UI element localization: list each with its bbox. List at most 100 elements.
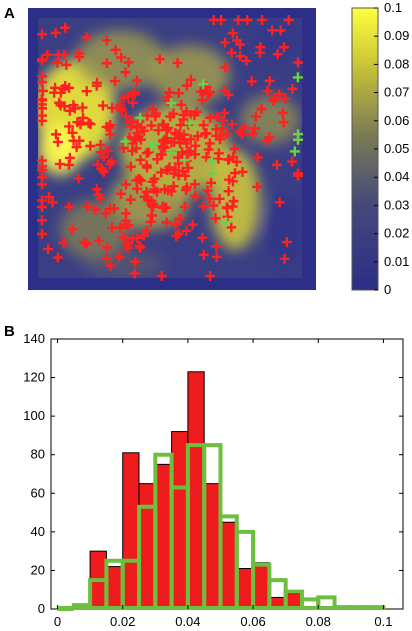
red-marker (206, 177, 217, 188)
red-marker (162, 123, 173, 134)
red-marker (142, 110, 153, 121)
red-marker (94, 235, 105, 246)
red-marker (278, 42, 289, 53)
red-marker (85, 140, 96, 151)
red-marker (283, 15, 294, 25)
red-marker (252, 181, 263, 192)
red-marker (264, 75, 275, 86)
red-marker (213, 148, 224, 159)
red-marker (141, 162, 152, 173)
red-marker (274, 197, 285, 208)
red-marker (37, 85, 48, 96)
red-marker (271, 159, 282, 170)
red-marker (143, 146, 154, 157)
colorbar-gradient (351, 7, 379, 291)
green-marker (221, 217, 232, 228)
red-marker (172, 57, 183, 68)
red-marker (118, 232, 129, 243)
red-marker (249, 123, 260, 134)
red-marker (200, 85, 211, 96)
red-marker (161, 217, 172, 228)
y-tick-label: 40 (31, 524, 45, 539)
histogram-bar (138, 483, 156, 610)
red-marker (73, 173, 84, 184)
panel-a-label: A (4, 5, 15, 22)
red-marker (131, 175, 142, 186)
red-marker (262, 86, 273, 97)
red-marker (105, 260, 116, 271)
red-marker (156, 271, 167, 281)
red-marker (82, 238, 93, 249)
red-marker (120, 179, 131, 190)
y-tick-label: 60 (31, 485, 45, 500)
red-marker (58, 237, 69, 248)
red-marker (107, 102, 118, 113)
red-marker (136, 122, 147, 133)
green-marker (207, 168, 218, 179)
green-marker-series (120, 72, 303, 228)
red-marker (95, 193, 106, 204)
red-marker (127, 116, 138, 127)
red-marker (91, 184, 102, 195)
red-marker (115, 188, 126, 199)
red-marker (37, 215, 47, 226)
red-marker (292, 170, 303, 181)
red-marker (170, 219, 181, 230)
red-marker (102, 145, 113, 156)
colorbar: 0.1 0.09 0.08 0.07 0.06 0.05 0.04 0.03 0.02 0.01 0 (351, 0, 409, 297)
histogram-outline-bar (316, 595, 337, 609)
red-marker (121, 111, 132, 122)
red-marker (185, 109, 196, 120)
red-marker (208, 15, 219, 25)
red-marker (50, 27, 61, 38)
red-marker (43, 244, 54, 255)
red-marker (59, 49, 70, 60)
red-marker (68, 100, 79, 111)
red-marker (60, 22, 71, 33)
red-marker (97, 164, 108, 175)
red-marker (257, 15, 268, 25)
green-marker (293, 134, 303, 145)
red-marker (51, 129, 62, 140)
red-marker (71, 142, 82, 153)
red-marker (201, 128, 212, 139)
red-marker (134, 240, 145, 251)
red-marker (77, 102, 88, 113)
red-marker (173, 158, 184, 169)
red-marker (78, 112, 89, 123)
red-marker (220, 62, 231, 73)
green-marker (150, 139, 161, 150)
red-marker (81, 32, 92, 43)
red-marker (201, 152, 212, 163)
red-marker (242, 15, 253, 25)
colorbar-tick-label: 0.1 (384, 0, 402, 15)
red-marker (95, 147, 106, 158)
red-marker (237, 129, 248, 140)
red-marker (190, 149, 201, 160)
red-marker (123, 91, 134, 102)
green-marker (292, 72, 303, 83)
red-marker (161, 202, 172, 213)
red-marker (154, 54, 165, 65)
red-marker (116, 105, 127, 116)
histogram-bar (154, 463, 173, 610)
histogram-bar (219, 521, 238, 610)
red-marker (237, 166, 248, 177)
red-marker (131, 75, 142, 86)
red-marker (204, 138, 215, 149)
red-marker (227, 28, 238, 39)
red-marker (37, 77, 47, 88)
red-marker (205, 271, 216, 281)
red-marker (44, 192, 55, 203)
red-marker (125, 161, 136, 172)
y-axis-ticks: 0 20 40 60 80 100 120 140 (23, 331, 403, 616)
red-marker (149, 184, 160, 195)
red-marker (161, 124, 172, 135)
red-marker (157, 119, 168, 130)
colorbar-tick-label: 0.09 (384, 28, 409, 43)
x-axis-ticks: 0 0.02 0.04 0.06 0.08 0.1 (54, 339, 392, 629)
colorbar-tick-label: 0.03 (384, 197, 409, 212)
red-marker (145, 216, 156, 227)
red-marker (185, 134, 196, 145)
